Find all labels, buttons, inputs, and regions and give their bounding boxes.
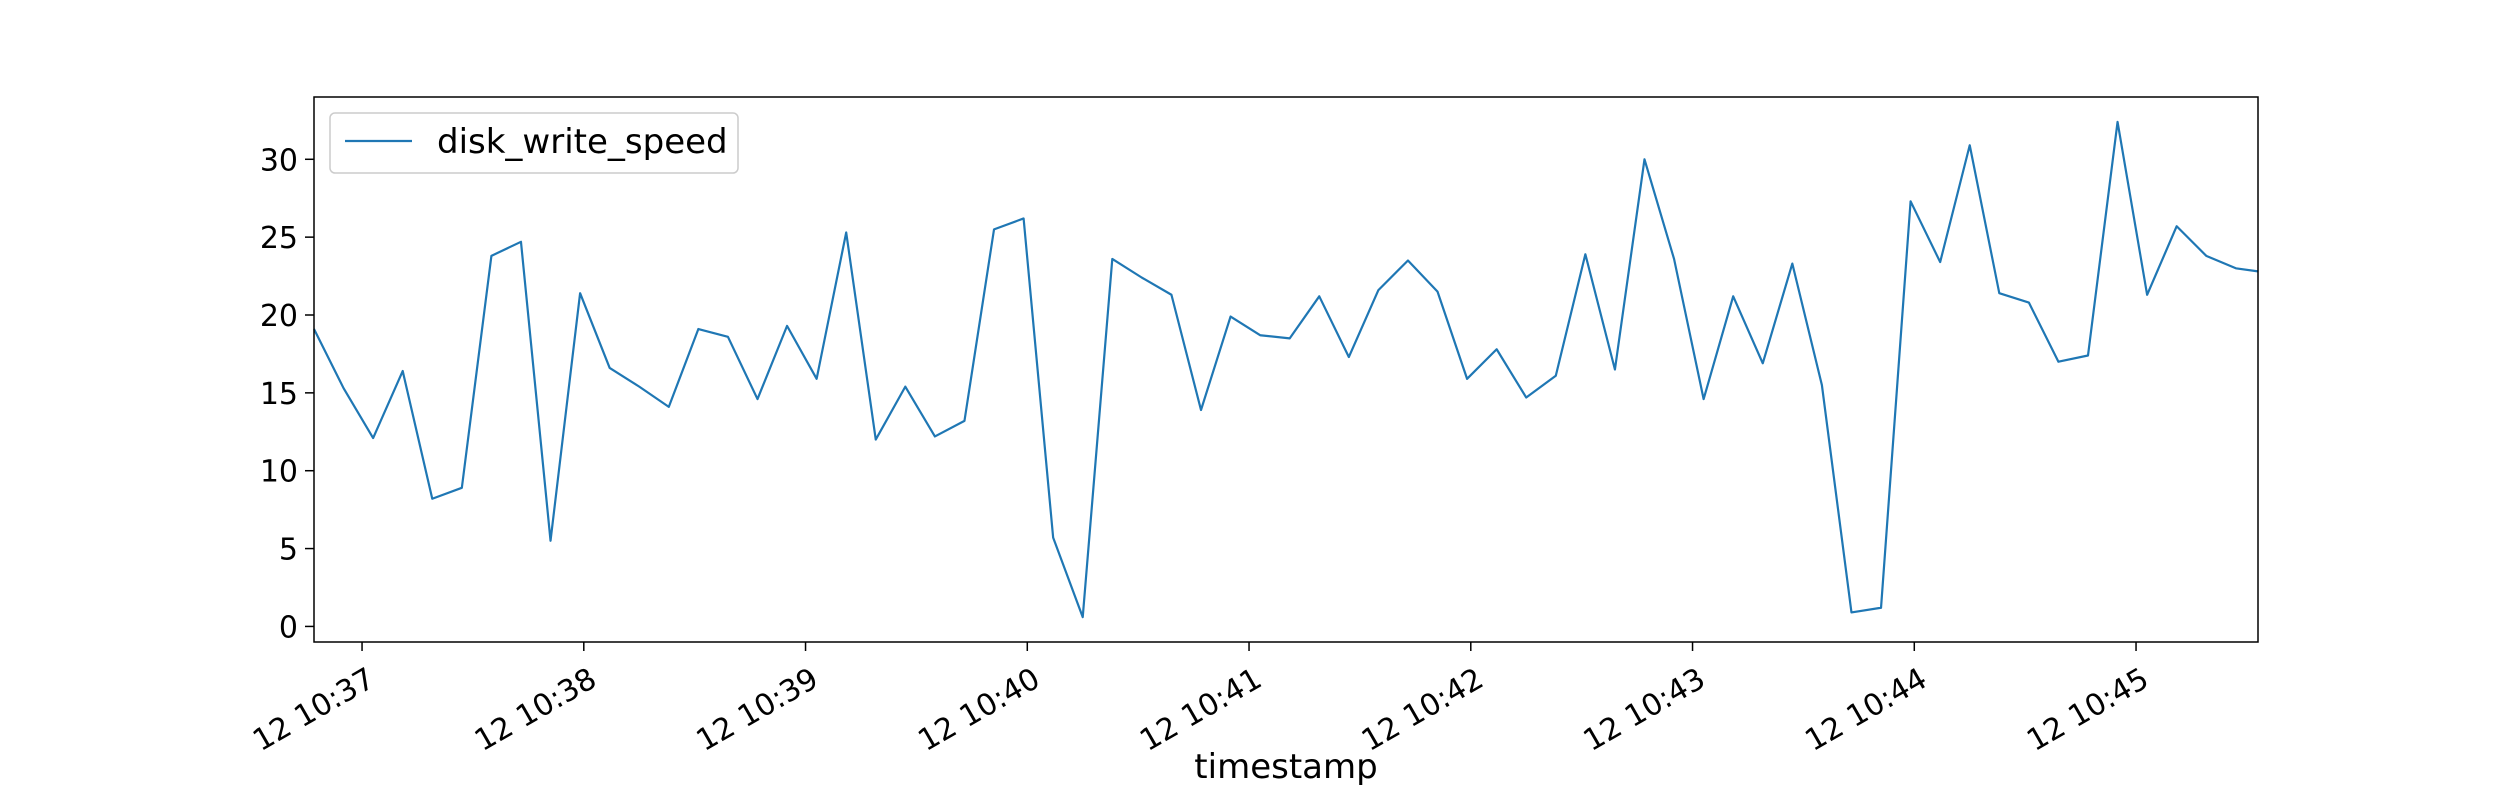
y-tick-label: 10 bbox=[260, 455, 298, 490]
y-tick-label: 20 bbox=[260, 299, 298, 334]
y-tick-label: 25 bbox=[260, 221, 298, 256]
x-tick-label: 12 10:44 bbox=[1799, 661, 1933, 758]
plot-frame bbox=[313, 96, 2259, 643]
x-tick-label: 12 10:41 bbox=[1134, 661, 1268, 758]
series-layer bbox=[313, 120, 2259, 619]
y-tick-label: 30 bbox=[260, 143, 298, 178]
x-tick-label: 12 10:38 bbox=[469, 661, 603, 758]
x-tick-label: 12 10:39 bbox=[691, 661, 825, 758]
x-axis-title: timestamp bbox=[1194, 747, 1377, 787]
x-tick-label: 12 10:40 bbox=[912, 661, 1046, 758]
y-tick-label: 5 bbox=[279, 533, 298, 568]
x-tick-label: 12 10:42 bbox=[1356, 661, 1490, 758]
y-tick-label: 0 bbox=[279, 610, 298, 645]
legend: disk_write_speed bbox=[329, 112, 739, 174]
x-tick-label: 12 10:45 bbox=[2021, 661, 2155, 758]
plot-area bbox=[314, 97, 2258, 642]
legend-box bbox=[329, 112, 739, 174]
y-tick-label: 15 bbox=[260, 377, 298, 412]
legend-label: disk_write_speed bbox=[437, 122, 728, 162]
x-tick-label: 12 10:37 bbox=[247, 661, 381, 758]
x-tick-label: 12 10:43 bbox=[1578, 661, 1712, 758]
